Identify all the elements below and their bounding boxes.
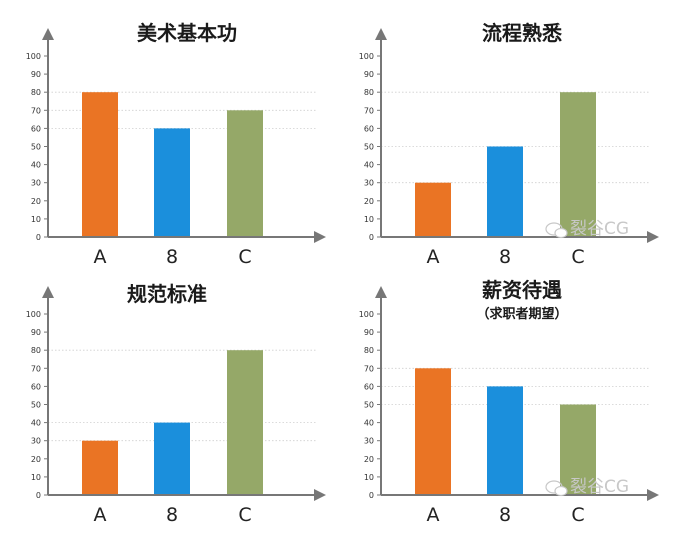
watermark: 裂谷CG: [545, 219, 629, 239]
chart-title: 薪资待遇: [482, 278, 562, 302]
y-tick-label: 80: [364, 88, 374, 97]
y-tick-label: 70: [364, 106, 374, 115]
x-axis-arrow: [314, 489, 326, 501]
x-tick-label-B: 8: [166, 246, 178, 268]
y-tick-label: 10: [364, 473, 374, 482]
y-tick-label: 30: [31, 179, 41, 188]
y-axis-arrow: [42, 28, 54, 40]
bar-A: [415, 182, 451, 237]
y-tick-label: 100: [359, 310, 374, 319]
y-tick-label: 60: [364, 124, 374, 133]
x-tick-label-A: A: [427, 246, 440, 268]
y-tick-label: 40: [31, 419, 41, 428]
watermark-text: 裂谷CG: [570, 477, 629, 497]
y-tick-label: 70: [31, 364, 41, 373]
y-tick-label: 80: [364, 346, 374, 355]
y-tick-label: 60: [364, 382, 374, 391]
y-tick-label: 20: [31, 455, 41, 464]
y-tick-label: 0: [369, 233, 374, 242]
x-tick-label-A: A: [94, 504, 107, 526]
y-axis-arrow: [42, 286, 54, 298]
chart-panel-3: 规范标准 0 10 20 30 40 50 60 70 80 90 100 A 8 C: [26, 282, 326, 526]
y-tick-label: 60: [31, 124, 41, 133]
chart-subtitle: （求职者期望）: [476, 306, 567, 322]
x-axis-arrow: [314, 231, 326, 243]
x-tick-label-C: C: [571, 246, 584, 268]
y-tick-label: 80: [31, 88, 41, 97]
y-tick-label: 80: [31, 346, 41, 355]
y-tick-label: 100: [359, 52, 374, 61]
y-tick-label: 70: [31, 106, 41, 115]
y-tick-label: 0: [36, 233, 41, 242]
y-tick-label: 100: [26, 310, 41, 319]
chart-title: 规范标准: [127, 282, 207, 306]
y-tick-label: 50: [31, 143, 41, 152]
bar-B: [487, 386, 523, 495]
x-axis-arrow: [647, 231, 659, 243]
y-tick-label: 90: [364, 328, 374, 337]
bar-C: [560, 404, 596, 495]
x-tick-label-C: C: [238, 246, 251, 268]
y-tick-label: 20: [364, 455, 374, 464]
y-tick-label: 50: [364, 401, 374, 410]
y-tick-label: 20: [364, 197, 374, 206]
bar-A: [415, 368, 451, 495]
bar-B: [487, 146, 523, 237]
y-tick-label: 30: [364, 179, 374, 188]
y-tick-label: 0: [36, 491, 41, 500]
watermark: 裂谷CG: [545, 477, 629, 497]
bar-A: [82, 92, 118, 237]
bar-C: [227, 350, 263, 495]
x-tick-label-B: 8: [499, 504, 511, 526]
wechat-logo-icon-inner: [554, 227, 568, 239]
x-tick-label-B: 8: [166, 504, 178, 526]
x-tick-label-A: A: [427, 504, 440, 526]
y-tick-label: 10: [31, 473, 41, 482]
chart-title: 流程熟悉: [482, 21, 563, 45]
chart-title: 美术基本功: [137, 21, 237, 45]
y-tick-label: 10: [364, 215, 374, 224]
wechat-logo-icon-inner: [554, 485, 568, 497]
chart-panel-1: 美术基本功 0 10 20 30 40 50 60 70 80 90 100 A 8 C: [26, 21, 326, 268]
y-tick-label: 90: [31, 328, 41, 337]
y-tick-label: 90: [364, 70, 374, 79]
y-axis-arrow: [375, 286, 387, 298]
x-tick-label-B: 8: [499, 246, 511, 268]
y-tick-label: 20: [31, 197, 41, 206]
y-tick-label: 0: [369, 491, 374, 500]
bar-B: [154, 128, 190, 237]
y-tick-label: 10: [31, 215, 41, 224]
y-tick-label: 40: [364, 419, 374, 428]
y-tick-label: 30: [364, 437, 374, 446]
y-tick-label: 100: [26, 52, 41, 61]
y-axis-arrow: [375, 28, 387, 40]
bar-B: [154, 422, 190, 495]
y-tick-label: 50: [31, 401, 41, 410]
y-tick-label: 70: [364, 364, 374, 373]
y-tick-label: 40: [364, 161, 374, 170]
chart-panel-4: 薪资待遇 （求职者期望） 0 10 20 30 40 50 60 70 80 90 100 A 8 C 裂谷CG: [359, 278, 659, 526]
chart-panel-2: 流程熟悉 0 10 20 30 40 50 60 70 80 90 100 A 8 C 裂谷CG: [359, 21, 659, 268]
bar-C: [227, 110, 263, 237]
y-tick-label: 30: [31, 437, 41, 446]
x-tick-label-A: A: [94, 246, 107, 268]
watermark-text: 裂谷CG: [570, 219, 629, 239]
x-axis-arrow: [647, 489, 659, 501]
bar-C: [560, 92, 596, 237]
x-tick-label-C: C: [571, 504, 584, 526]
y-tick-label: 90: [31, 70, 41, 79]
y-tick-label: 40: [31, 161, 41, 170]
bar-A: [82, 440, 118, 495]
y-tick-label: 50: [364, 143, 374, 152]
x-tick-label-C: C: [238, 504, 251, 526]
y-tick-label: 60: [31, 382, 41, 391]
